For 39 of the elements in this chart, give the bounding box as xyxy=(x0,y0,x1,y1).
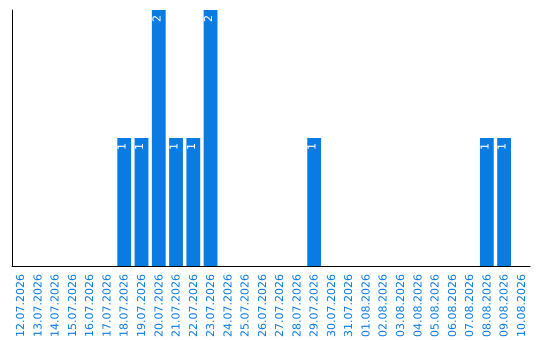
x-tick-label: 27.07.2026 xyxy=(273,274,286,338)
x-tick-label: 03.08.2026 xyxy=(394,274,407,338)
data-label: 1 xyxy=(184,143,198,150)
x-tick-label: 15.07.2026 xyxy=(66,274,79,338)
x-tick-label: 16.07.2026 xyxy=(83,274,96,338)
x-tick-label: 24.07.2026 xyxy=(221,274,234,338)
x-tick-label: 01.08.2026 xyxy=(359,274,372,338)
x-tick-label: 30.07.2026 xyxy=(324,274,338,338)
x-tick-label: 07.08.2026 xyxy=(463,274,476,338)
x-tick-label: 10.08.2026 xyxy=(514,274,528,338)
x-tick-label: 06.08.2026 xyxy=(446,274,459,338)
x-tick-label: 14.07.2026 xyxy=(48,274,62,338)
x-tick-label: 28.07.2026 xyxy=(290,274,304,338)
x-tick-label: 29.07.2026 xyxy=(308,274,321,338)
x-tick-label: 18.07.2026 xyxy=(118,274,131,338)
x-tick-label: 22.07.2026 xyxy=(186,274,200,338)
x-tick-label: 20.07.2026 xyxy=(152,274,166,338)
data-label: 1 xyxy=(116,143,129,150)
x-tick-label: 26.07.2026 xyxy=(256,274,269,338)
x-tick-label: 12.07.2026 xyxy=(14,274,28,338)
data-label: 1 xyxy=(168,143,181,150)
x-tick-label: 23.07.2026 xyxy=(204,274,218,338)
x-tick-label: 19.07.2026 xyxy=(135,274,148,338)
x-tick-label: 04.08.2026 xyxy=(411,274,424,338)
x-tick-label: 31.07.2026 xyxy=(342,274,356,338)
x-tick-label: 25.07.2026 xyxy=(238,274,252,338)
x-tick-label: 02.08.2026 xyxy=(376,274,390,338)
x-tick-label: 13.07.2026 xyxy=(31,274,44,338)
x-tick-label: 09.08.2026 xyxy=(498,274,511,338)
x-tick-label: 05.08.2026 xyxy=(428,274,442,338)
data-label: 1 xyxy=(478,143,492,150)
x-tick-label: 17.07.2026 xyxy=(100,274,114,338)
x-tick-label: 21.07.2026 xyxy=(170,274,183,338)
data-label: 1 xyxy=(306,143,319,150)
data-label: 1 xyxy=(496,143,509,150)
data-label: 2 xyxy=(150,15,164,22)
data-label: 1 xyxy=(133,143,146,150)
x-tick-label: 08.08.2026 xyxy=(480,274,494,338)
data-label: 2 xyxy=(202,15,216,22)
